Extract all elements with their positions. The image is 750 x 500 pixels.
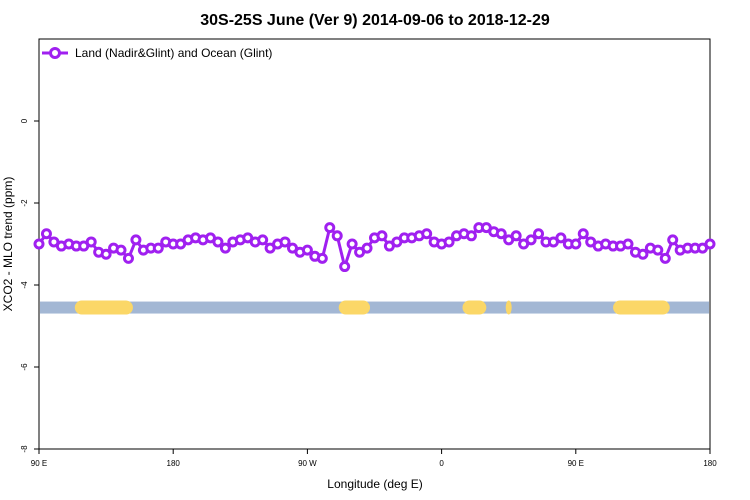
data-point bbox=[704, 238, 716, 250]
data-point bbox=[525, 234, 537, 246]
data-point bbox=[622, 238, 634, 250]
data-point bbox=[443, 236, 455, 248]
data-point bbox=[637, 248, 649, 260]
data-point bbox=[510, 230, 522, 242]
land-segment bbox=[462, 300, 487, 315]
data-point bbox=[40, 228, 52, 240]
x-axis: 90 E 180 90 W 0 90 E 180 bbox=[31, 449, 717, 468]
legend-marker-swatch bbox=[49, 47, 61, 59]
data-point bbox=[659, 252, 671, 264]
legend: Land (Nadir&Glint) and Ocean (Glint) bbox=[42, 46, 272, 60]
legend-label: Land (Nadir&Glint) and Ocean (Glint) bbox=[75, 46, 272, 60]
y-tick-label: -8 bbox=[20, 445, 29, 453]
data-point bbox=[122, 252, 134, 264]
land-segment bbox=[613, 300, 670, 315]
data-point bbox=[346, 238, 358, 250]
data-point bbox=[376, 230, 388, 242]
y-axis: 0 -2 -4 -6 -8 bbox=[20, 118, 39, 453]
data-point bbox=[361, 242, 373, 254]
data-point bbox=[301, 244, 313, 256]
data-point bbox=[130, 234, 142, 246]
surface-type-bar bbox=[40, 300, 709, 315]
land-segment bbox=[505, 300, 512, 315]
data-point bbox=[100, 248, 112, 260]
land-segment bbox=[338, 300, 371, 315]
y-tick-label: -4 bbox=[20, 281, 29, 289]
x-axis-label: Longitude (deg E) bbox=[327, 477, 422, 491]
y-tick-label: -6 bbox=[20, 363, 29, 371]
series-layer bbox=[33, 222, 716, 273]
data-point bbox=[152, 242, 164, 254]
data-point bbox=[331, 230, 343, 242]
data-point bbox=[570, 238, 582, 250]
y-axis-label: XCO2 - MLO trend (ppm) bbox=[1, 177, 15, 312]
data-point bbox=[33, 238, 45, 250]
data-point bbox=[667, 234, 679, 246]
data-point bbox=[115, 244, 127, 256]
y-tick-label: -2 bbox=[20, 199, 29, 207]
x-tick-label: 90 W bbox=[298, 459, 317, 468]
data-point bbox=[85, 236, 97, 248]
x-tick-label: 90 E bbox=[31, 459, 47, 468]
data-point bbox=[533, 228, 545, 240]
x-tick-label: 180 bbox=[167, 459, 181, 468]
data-point bbox=[324, 222, 336, 234]
data-point bbox=[257, 234, 269, 246]
data-point bbox=[219, 242, 231, 254]
data-point bbox=[577, 228, 589, 240]
ocean-strip bbox=[40, 301, 709, 314]
data-point bbox=[339, 261, 351, 273]
x-tick-label: 180 bbox=[703, 459, 717, 468]
chart-title: 30S-25S June (Ver 9) 2014-09-06 to 2018-… bbox=[200, 12, 550, 29]
data-point bbox=[555, 232, 567, 244]
data-point bbox=[316, 252, 328, 264]
data-point bbox=[465, 230, 477, 242]
y-tick-label: 0 bbox=[20, 118, 29, 123]
x-tick-label: 0 bbox=[439, 459, 444, 468]
data-point bbox=[652, 244, 664, 256]
data-point bbox=[495, 228, 507, 240]
data-point bbox=[421, 228, 433, 240]
data-point bbox=[212, 236, 224, 248]
x-tick-label: 90 E bbox=[568, 459, 584, 468]
data-point bbox=[279, 236, 291, 248]
land-segment bbox=[74, 300, 133, 315]
